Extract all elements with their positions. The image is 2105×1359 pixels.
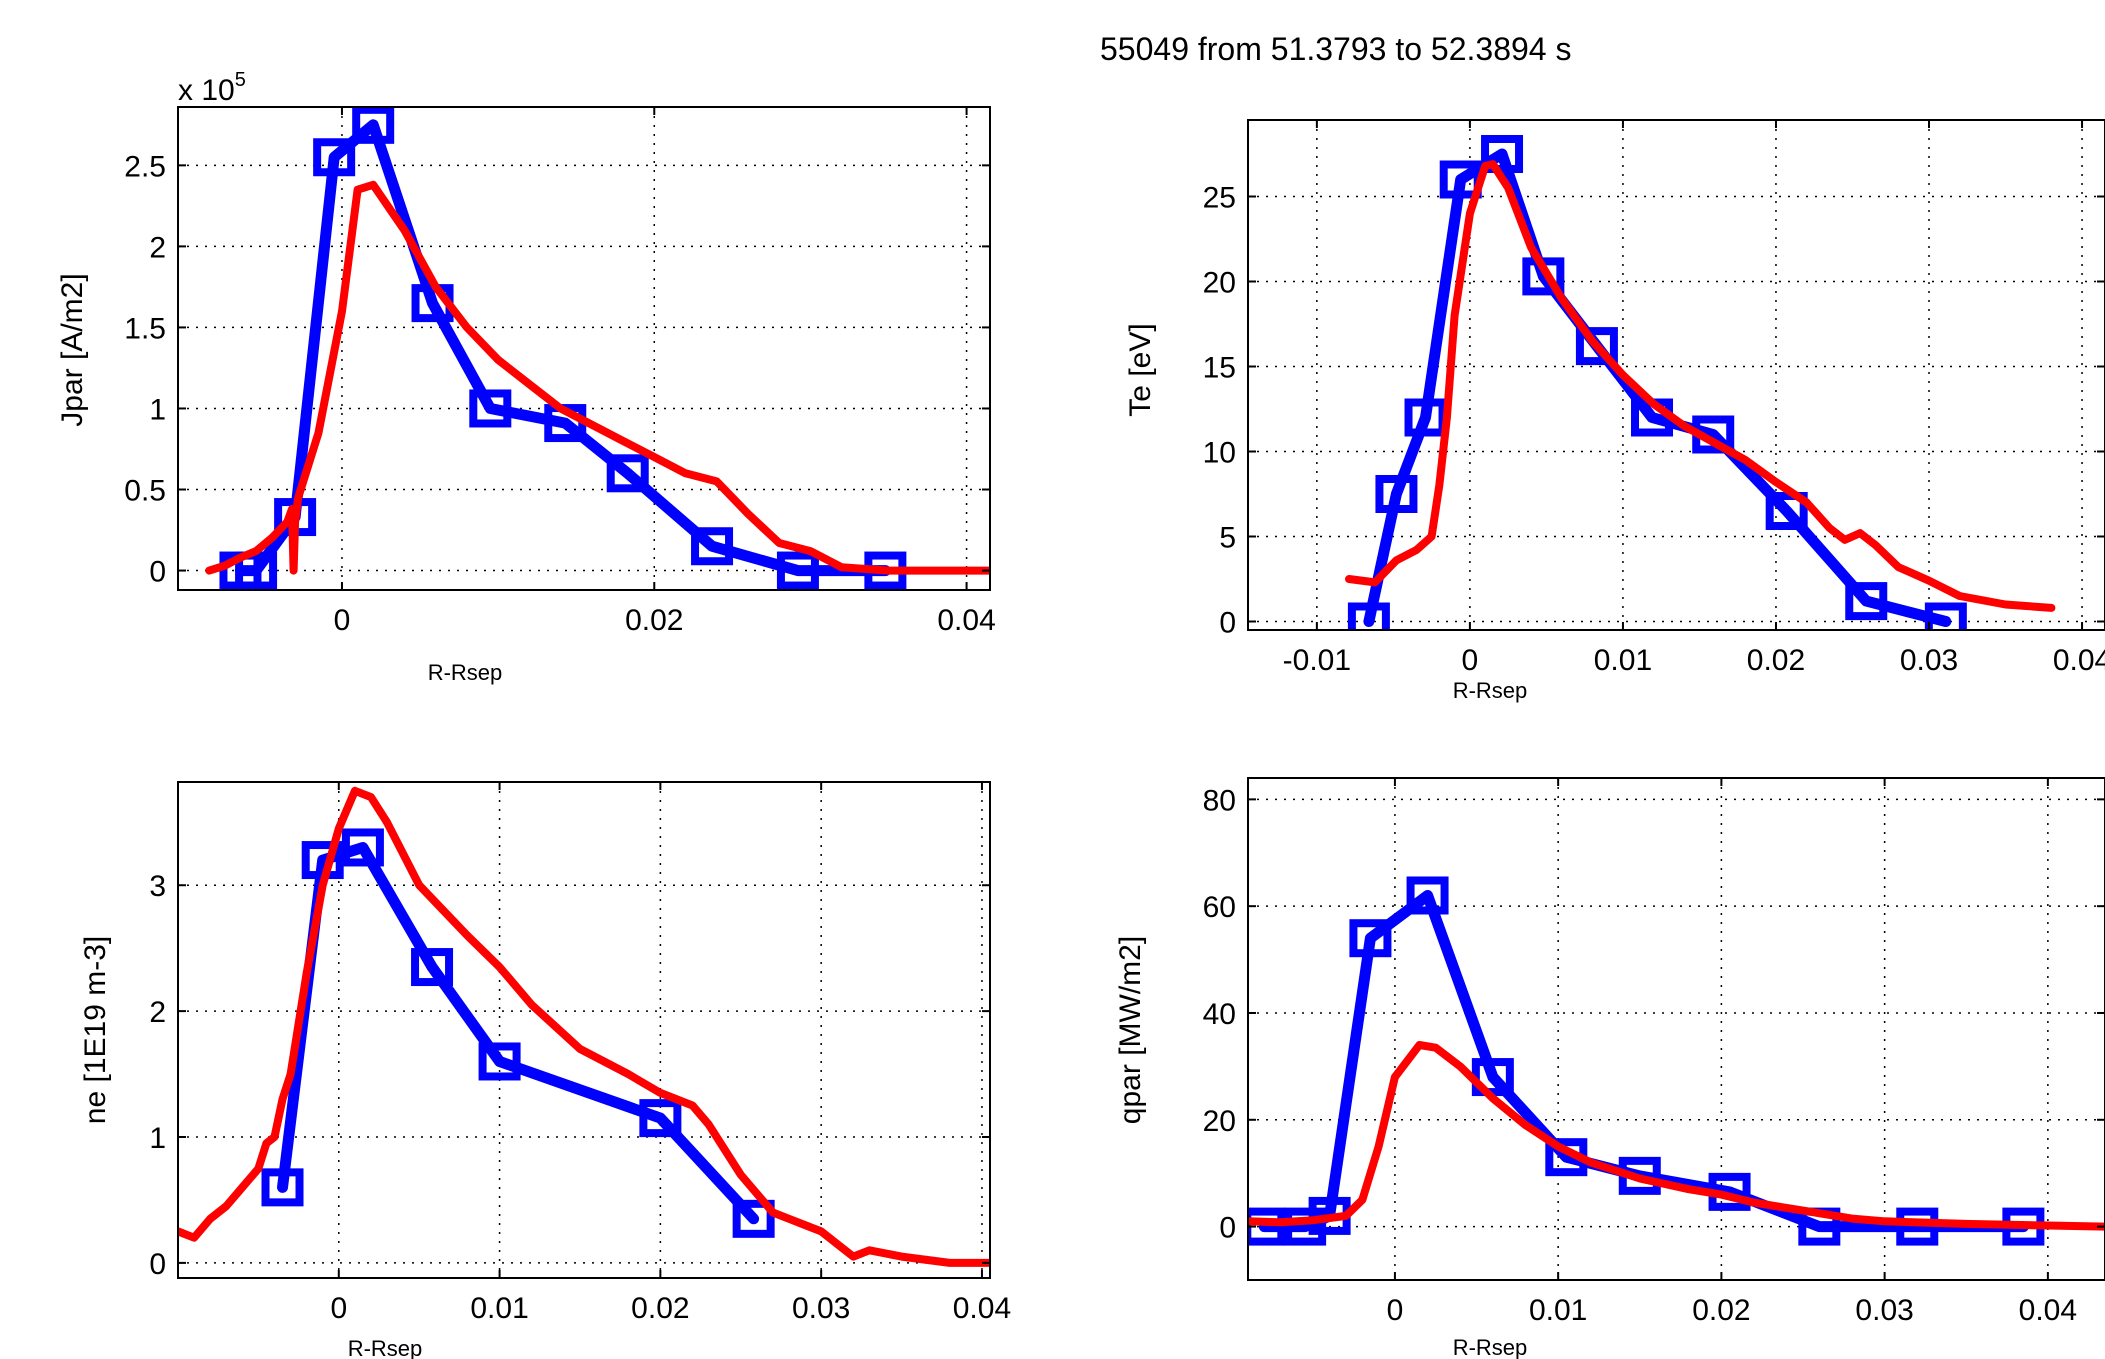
qpar-ytick-label: 80 [1203,784,1236,817]
ne-panel: 0 0.01 0.02 0.03 0.04 0 1 2 3 R-Rsep ne [1E19 m-3] [79,781,1011,1359]
jpar-xtick-label: 0.04 [937,604,995,637]
te-marker-square [1924,602,1967,630]
jpar-ytick-label: 0 [149,556,166,589]
qpar-xtick-label: 0.03 [1855,1294,1913,1327]
jpar-series-red-line [205,180,990,575]
te-marker-square [1765,492,1808,530]
jpar-ytick-label: 1.5 [124,312,166,345]
ne-axes-frame [177,781,991,1279]
te-ytick-label: 5 [1219,522,1236,555]
te-marker-square [1375,475,1418,513]
ne-series-blue-line [277,842,760,1225]
qpar-ytick-label: 60 [1203,891,1236,924]
jpar-ylabel: Jpar [A/m2] [56,273,89,426]
te-plot-area [1248,120,2105,630]
ne-xtick-label: 0.03 [792,1292,850,1325]
jpar-exponent-label: x 105 [178,69,246,107]
te-series-red-line [1345,160,2056,612]
te-ytick-label: 15 [1203,352,1236,385]
jpar-series-group [205,107,990,590]
te-ytick-label: 10 [1203,437,1236,470]
qpar-ytick-label: 20 [1203,1105,1236,1138]
ne-marker-square [261,1168,304,1207]
ne-marker-square [732,1199,775,1238]
ne-ylabel: ne [1E19 m-3] [79,936,112,1124]
ne-plot-area [178,782,990,1278]
te-marker-square [1575,327,1618,366]
jpar-xlabel: R-Rsep [428,660,503,685]
te-marker-square [1404,398,1447,437]
jpar-marker-square [469,389,512,428]
te-xtick-label: 0 [1462,644,1479,677]
te-panel: -0.01 0 0.01 0.02 0.03 0.04 0 5 10 15 20 25 R-Rsep Te… [1124,119,2105,703]
te-ytick-label: 20 [1203,267,1236,300]
qpar-ytick-label: 0 [1219,1212,1236,1245]
te-ytick-label: 0 [1219,607,1236,640]
jpar-axes-frame [177,106,991,591]
te-marker-square [1347,602,1390,630]
qpar-xtick-label: 0 [1387,1294,1404,1327]
qpar-xtick-label: 0.01 [1529,1294,1587,1327]
ne-xtick-label: 0.01 [470,1292,528,1325]
qpar-ylabel: qpar [MW/m2] [1114,936,1147,1124]
qpar-axes-frame [1247,777,2105,1281]
te-xtick-label: 0.03 [1900,644,1958,677]
qpar-marker-square [1406,876,1449,915]
jpar-marker-square [606,454,649,493]
ne-marker-square [341,828,384,867]
te-xtick-label: 0.04 [2053,644,2105,677]
te-series-group [1345,135,2056,630]
qpar-ytick-label: 40 [1203,998,1236,1031]
te-ytick-label: 25 [1203,182,1236,215]
ne-ytick-label: 1 [149,1122,166,1155]
ne-xtick-label: 0 [330,1292,347,1325]
te-marker-square [1845,582,1888,621]
figure-title: 55049 from 51.3793 to 52.3894 s [1100,31,1571,67]
ne-series-group [178,786,990,1267]
te-axes-frame [1247,119,2105,631]
jpar-panel: 0 0.02 0.04 0 0.5 1 1.5 2 2.5 R-Rsep Jpar [A/m2] x … [56,69,996,685]
ne-ytick-label: 3 [149,870,166,903]
jpar-ytick-label: 1 [149,393,166,426]
qpar-xlabel: R-Rsep [1453,1335,1528,1359]
qpar-xtick-label: 0.04 [2019,1294,2077,1327]
jpar-marker-square [313,138,356,177]
qpar-marker-square [1248,1207,1286,1246]
jpar-marker-square [691,527,734,566]
te-xtick-label: 0.01 [1594,644,1652,677]
ne-series-red-line [178,786,990,1267]
jpar-marker-square [776,551,819,590]
te-ylabel: Te [eV] [1124,323,1157,416]
ne-xtick-label: 0.04 [953,1292,1011,1325]
jpar-marker-square [352,107,395,144]
ne-ytick-label: 2 [149,996,166,1029]
jpar-ytick-label: 2 [149,231,166,264]
ne-marker-square [411,948,454,987]
jpar-xtick-label: 0.02 [625,604,683,637]
te-xtick-label: -0.01 [1283,644,1351,677]
ne-xtick-label: 0.02 [631,1292,689,1325]
ne-marker-square [639,1099,682,1138]
ne-marker-square [478,1042,521,1081]
te-xlabel: R-Rsep [1453,678,1528,703]
ne-xlabel: R-Rsep [348,1336,423,1359]
qpar-marker-square [1284,1207,1327,1246]
qpar-series-red-line [1248,1041,2105,1231]
te-xtick-label: 0.02 [1747,644,1805,677]
jpar-ytick-label: 2.5 [124,150,166,183]
qpar-xtick-label: 0.02 [1692,1294,1750,1327]
te-marker-square [1481,135,1524,173]
qpar-panel: 0 0.01 0.02 0.03 0.04 0 20 40 60 80 R-Rsep qpar [MW… [1114,777,2105,1359]
jpar-xtick-label: 0 [334,604,351,637]
jpar-ytick-label: 0.5 [124,475,166,508]
qpar-series-group [1248,876,2105,1246]
qpar-marker-square [1349,919,1392,958]
ne-ytick-label: 0 [149,1248,166,1281]
qpar-plot-area [1248,778,2105,1280]
jpar-marker-square [235,551,278,590]
